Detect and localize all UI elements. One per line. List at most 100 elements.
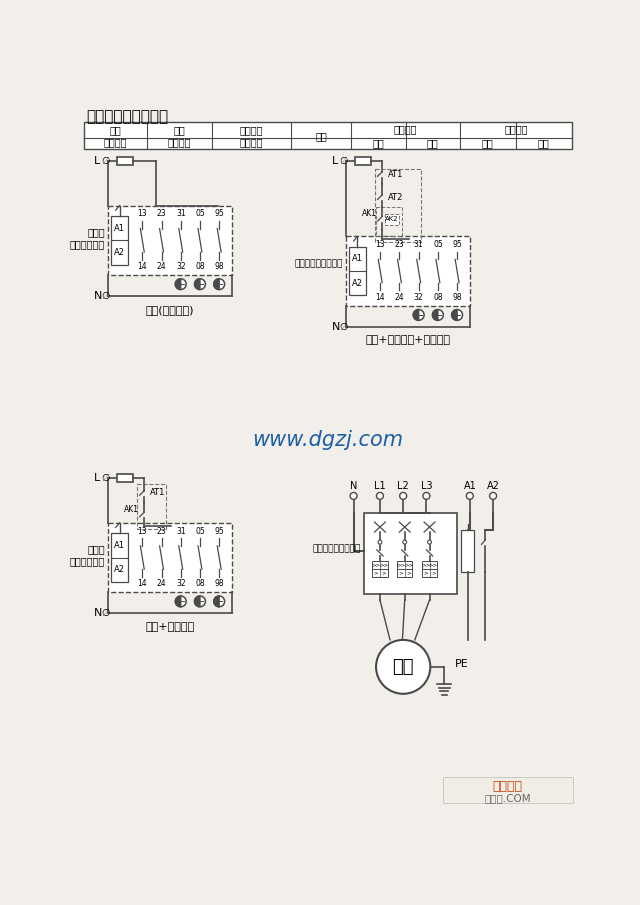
Polygon shape [433,310,438,320]
Text: >: > [431,570,436,576]
Circle shape [467,492,474,500]
Circle shape [452,310,463,320]
Text: >: > [381,570,386,576]
Text: N: N [94,608,102,618]
Text: 08: 08 [433,293,443,302]
Text: AT1: AT1 [150,488,165,497]
Text: 05: 05 [433,240,443,249]
Text: >>: >> [396,563,406,567]
Bar [136,484,166,529]
Text: 控制
电路电源: 控制 电路电源 [104,125,127,147]
Text: 05: 05 [195,527,205,536]
Text: 23: 23 [395,240,404,249]
Text: 32: 32 [414,293,424,302]
Text: 32: 32 [176,262,186,272]
Bar [385,214,399,224]
Circle shape [214,596,225,606]
Text: 过载: 过载 [538,138,550,148]
Text: 98: 98 [214,579,224,588]
Text: 控制
电路保护: 控制 电路保护 [168,125,191,147]
Bar [355,157,371,165]
Bar [84,122,572,149]
Text: L: L [94,473,100,483]
Circle shape [376,640,430,694]
Text: 95: 95 [214,527,224,536]
Text: 31: 31 [414,240,424,249]
Text: >>: >> [429,563,438,567]
Text: 13: 13 [138,209,147,218]
Text: 31: 31 [176,527,186,536]
Text: 24: 24 [395,293,404,302]
Text: L2: L2 [397,481,409,491]
Bar [422,569,437,576]
Text: >: > [399,570,403,576]
Text: 辅助信号: 辅助信号 [394,124,417,134]
Text: 手动+就地控制+远程控制: 手动+就地控制+远程控制 [365,336,451,346]
Polygon shape [175,279,180,290]
Bar [372,561,388,569]
Text: 九、基本电气控制图: 九、基本电气控制图 [86,110,168,125]
Text: 控制与保护开关电器: 控制与保护开关电器 [313,545,362,554]
Text: 14: 14 [138,579,147,588]
Circle shape [175,279,186,290]
Circle shape [195,596,205,606]
Text: ∅: ∅ [102,291,110,300]
Polygon shape [413,310,419,320]
Bar [111,533,128,582]
Text: 31: 31 [176,209,186,218]
Text: 手动(面板控制): 手动(面板控制) [146,305,194,315]
Circle shape [214,279,225,290]
Text: >>: >> [379,563,388,567]
Polygon shape [452,310,457,320]
Bar [108,205,232,275]
Text: 短路: 短路 [482,138,493,148]
Polygon shape [195,596,200,606]
Text: A1: A1 [114,541,125,550]
Text: 保护开关电器: 保护开关电器 [70,556,105,566]
Text: PE: PE [455,659,469,669]
Text: A1: A1 [352,254,363,263]
Text: 08: 08 [195,262,205,272]
Bar [397,561,412,569]
Text: 23: 23 [157,527,166,536]
Circle shape [400,492,406,500]
Bar [346,236,470,306]
Text: 13: 13 [376,240,385,249]
Text: >>: >> [404,563,413,567]
Polygon shape [195,279,200,290]
Text: >: > [423,570,428,576]
Circle shape [428,540,431,544]
Text: 08: 08 [195,579,205,588]
Text: L1: L1 [374,481,386,491]
Text: 控制与保护开关电器: 控制与保护开关电器 [294,260,343,269]
Text: 保护开关电器: 保护开关电器 [70,239,105,249]
Text: A2: A2 [486,481,499,491]
Text: 控制与: 控制与 [87,227,105,237]
Text: 控制电路
线圈控制: 控制电路 线圈控制 [239,125,263,147]
Bar [461,529,474,572]
Text: 13: 13 [138,527,147,536]
Text: 95: 95 [214,209,224,218]
Bar [374,168,421,242]
Text: 电工之家: 电工之家 [493,780,523,793]
Text: L: L [332,156,338,166]
Bar [443,777,573,803]
Text: 自锁: 自锁 [315,131,327,141]
Text: ∅: ∅ [340,321,348,331]
Text: 报警信号: 报警信号 [504,124,528,134]
Circle shape [423,492,430,500]
Circle shape [376,492,383,500]
Text: ∅: ∅ [102,473,110,483]
Text: 95: 95 [452,240,462,249]
Text: AT1: AT1 [388,169,403,178]
Text: AK1: AK1 [124,504,139,513]
Text: L: L [94,156,100,166]
Text: 负载: 负载 [392,658,414,676]
Text: 控制与: 控制与 [87,544,105,554]
Text: ∅: ∅ [340,156,348,166]
Text: 23: 23 [157,209,166,218]
Text: 05: 05 [195,209,205,218]
Text: 98: 98 [214,262,224,272]
Circle shape [378,540,382,544]
Text: AK1: AK1 [362,209,377,218]
